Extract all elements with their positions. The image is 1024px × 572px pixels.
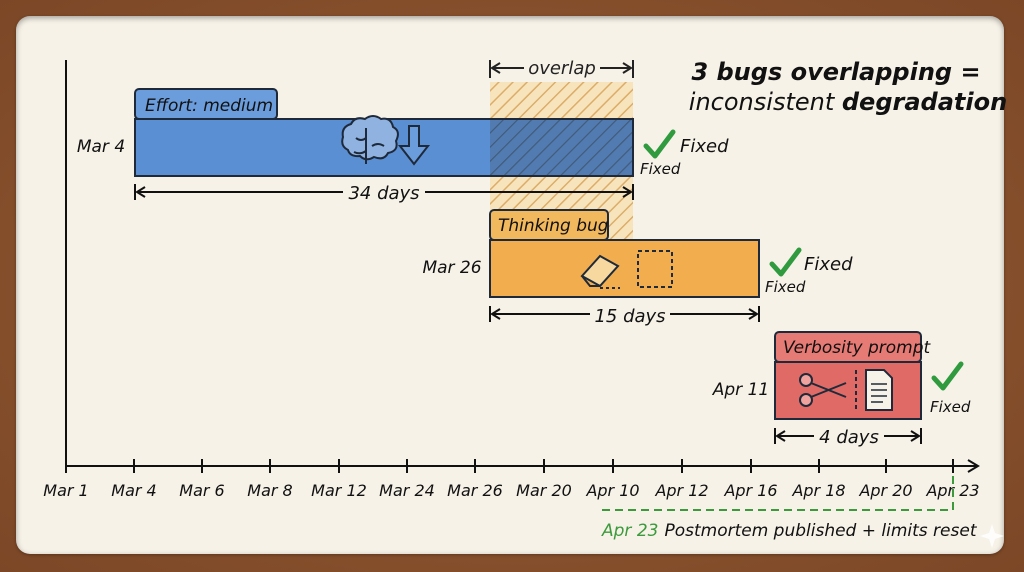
footer-date: Apr 23 (601, 521, 658, 541)
x-tick-label: Apr 10 (585, 481, 639, 500)
thinking-duration-label: 15 days (594, 306, 665, 327)
x-tick-label: Mar 26 (447, 481, 503, 500)
x-tick-label: Mar 12 (311, 481, 367, 500)
verbosity-bar (774, 361, 922, 420)
overlap-bracket (489, 60, 634, 78)
x-tick-label: Apr 16 (723, 481, 777, 500)
effort-status: Fixed (680, 136, 729, 157)
x-axis-ticks: Mar 1 Mar 4 Mar 6 Mar 8 Mar 12 Mar 24 Mar 26 Ma… (43, 459, 980, 500)
verbosity-status-small: Fixed (930, 398, 971, 416)
footer-text: Apr 23 Postmortem published + limits rese… (601, 521, 978, 541)
bar-effort: Effort: medium (134, 88, 634, 177)
x-axis (66, 459, 980, 473)
x-tick-label: Mar 4 (111, 481, 156, 500)
sparkle-icon (980, 524, 1004, 548)
x-tick-label: Mar 6 (179, 481, 224, 500)
x-tick-label: Apr 18 (791, 481, 845, 500)
dashed-box-icon (637, 250, 673, 288)
title-line-2-prefix: inconsistent (689, 88, 842, 116)
effort-start-label: Mar 4 (77, 137, 125, 157)
verbosity-duration-label: 4 days (819, 427, 879, 448)
overlap-label: overlap (528, 58, 596, 79)
document-icon (865, 369, 893, 411)
effort-duration-bracket (134, 184, 634, 200)
x-tick-label: Apr 12 (654, 481, 708, 500)
effort-status-small: Fixed (640, 160, 681, 178)
scissors-icon (799, 373, 847, 407)
x-tick-label: Mar 1 (43, 481, 88, 500)
title-line-2-bold: degradation (842, 88, 1007, 116)
thinking-tab-label: Thinking bug (498, 216, 609, 236)
title-line-1: 3 bugs overlapping = (691, 58, 980, 86)
footer-dashed-line (600, 476, 954, 511)
eraser-icon (580, 254, 620, 289)
verbosity-check-icon (931, 361, 964, 391)
bar-verbosity: Verbosity prompt (774, 331, 932, 420)
down-arrow-icon (397, 125, 431, 166)
verbosity-tab-label: Verbosity prompt (783, 338, 932, 358)
effort-check-icon (643, 129, 676, 159)
thinking-bar (489, 239, 760, 298)
thinking-status-small: Fixed (765, 278, 806, 296)
title-line-2: inconsistent degradation (689, 88, 1007, 116)
effort-duration-label: 34 days (348, 183, 419, 204)
bar-thinking: Thinking bug (489, 209, 760, 298)
x-tick-label: Mar 24 (379, 481, 435, 500)
x-tick-label: Apr 20 (858, 481, 912, 500)
thinking-start-label: Mar 26 (422, 258, 481, 278)
thinking-status: Fixed (804, 254, 853, 275)
thinking-duration-bracket (489, 306, 760, 322)
verbosity-start-label: Apr 11 (712, 380, 769, 400)
brain-icon (341, 115, 399, 164)
verbosity-duration-bracket (774, 428, 922, 444)
footer-caption: Postmortem published + limits reset (664, 521, 977, 541)
thinking-check-icon (769, 247, 802, 277)
x-tick-label: Mar 20 (516, 481, 572, 500)
x-tick-label: Mar 8 (247, 481, 292, 500)
effort-tab-label: Effort: medium (145, 96, 273, 116)
